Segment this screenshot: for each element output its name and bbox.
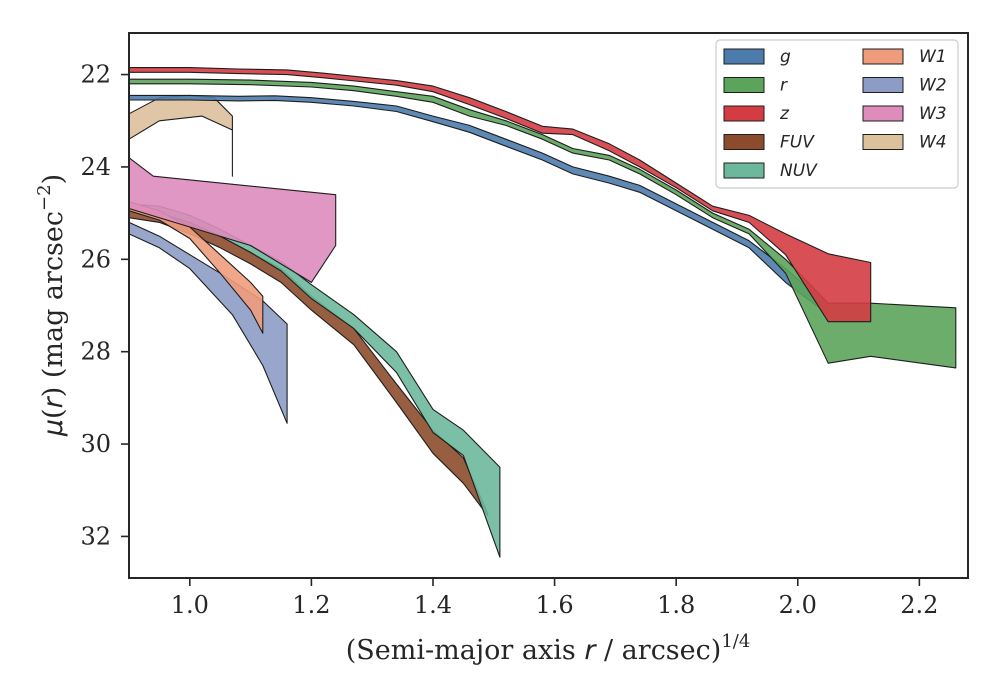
x-axis-label: (Semi-major axis r / arcsec)1/4 bbox=[346, 631, 751, 666]
y-tick-label: 28 bbox=[80, 338, 111, 366]
x-tick-label: 1.4 bbox=[414, 591, 452, 619]
plot-frame bbox=[128, 32, 969, 579]
band-w4 bbox=[128, 94, 233, 177]
band-r bbox=[128, 78, 957, 369]
y-axis-label: μ(r) (mag arcsec−2) bbox=[34, 174, 69, 437]
x-tick-label: 2.2 bbox=[900, 591, 938, 619]
legend-label-w2: W2 bbox=[919, 76, 947, 96]
x-tick-label: 1.8 bbox=[657, 591, 695, 619]
legend-swatch-nuv bbox=[723, 162, 765, 179]
band-z bbox=[128, 67, 872, 323]
legend-swatch-r bbox=[723, 77, 765, 93]
legend-swatch-z bbox=[723, 105, 765, 122]
band-areas bbox=[128, 67, 957, 558]
band-w2 bbox=[128, 221, 288, 424]
x-tick-label: 1.0 bbox=[171, 591, 209, 619]
y-tick-label: 30 bbox=[80, 430, 111, 458]
band-w3 bbox=[128, 157, 337, 283]
legend-swatch-w4 bbox=[862, 134, 904, 150]
legend-label-w3: W3 bbox=[919, 104, 947, 124]
y-tick-label: 32 bbox=[80, 522, 111, 550]
legend-label-z: z bbox=[779, 104, 790, 124]
y-tick-label: 22 bbox=[80, 61, 111, 89]
legend-swatch-fuv bbox=[723, 134, 765, 150]
y-tick-label: 26 bbox=[80, 245, 111, 273]
y-tick-label: 24 bbox=[80, 153, 111, 181]
legend-label-g: g bbox=[780, 47, 791, 67]
x-axis-ticks: 1.0 1.2 1.4 1.6 1.8 2.0 2.2 bbox=[171, 578, 938, 619]
legend-label-r: r bbox=[780, 76, 788, 96]
legend-swatch-w3 bbox=[862, 105, 904, 122]
legend: grz FUV NUV W1 W2 W3 W4 bbox=[715, 39, 959, 189]
legend-swatch-w2 bbox=[862, 77, 904, 93]
y-axis-ticks: 22 24 26 28 30 32 bbox=[80, 61, 129, 550]
legend-label-w1: W1 bbox=[919, 47, 947, 67]
legend-label-nuv: NUV bbox=[780, 161, 818, 181]
x-tick-label: 2.0 bbox=[779, 591, 817, 619]
legend-label-fuv: FUV bbox=[780, 133, 815, 153]
legend-label-w4: W4 bbox=[919, 133, 947, 153]
x-tick-label: 1.2 bbox=[292, 591, 330, 619]
legend-swatch-w1 bbox=[862, 48, 904, 65]
legend-swatch-g bbox=[723, 48, 765, 65]
x-tick-label: 1.6 bbox=[535, 591, 573, 619]
